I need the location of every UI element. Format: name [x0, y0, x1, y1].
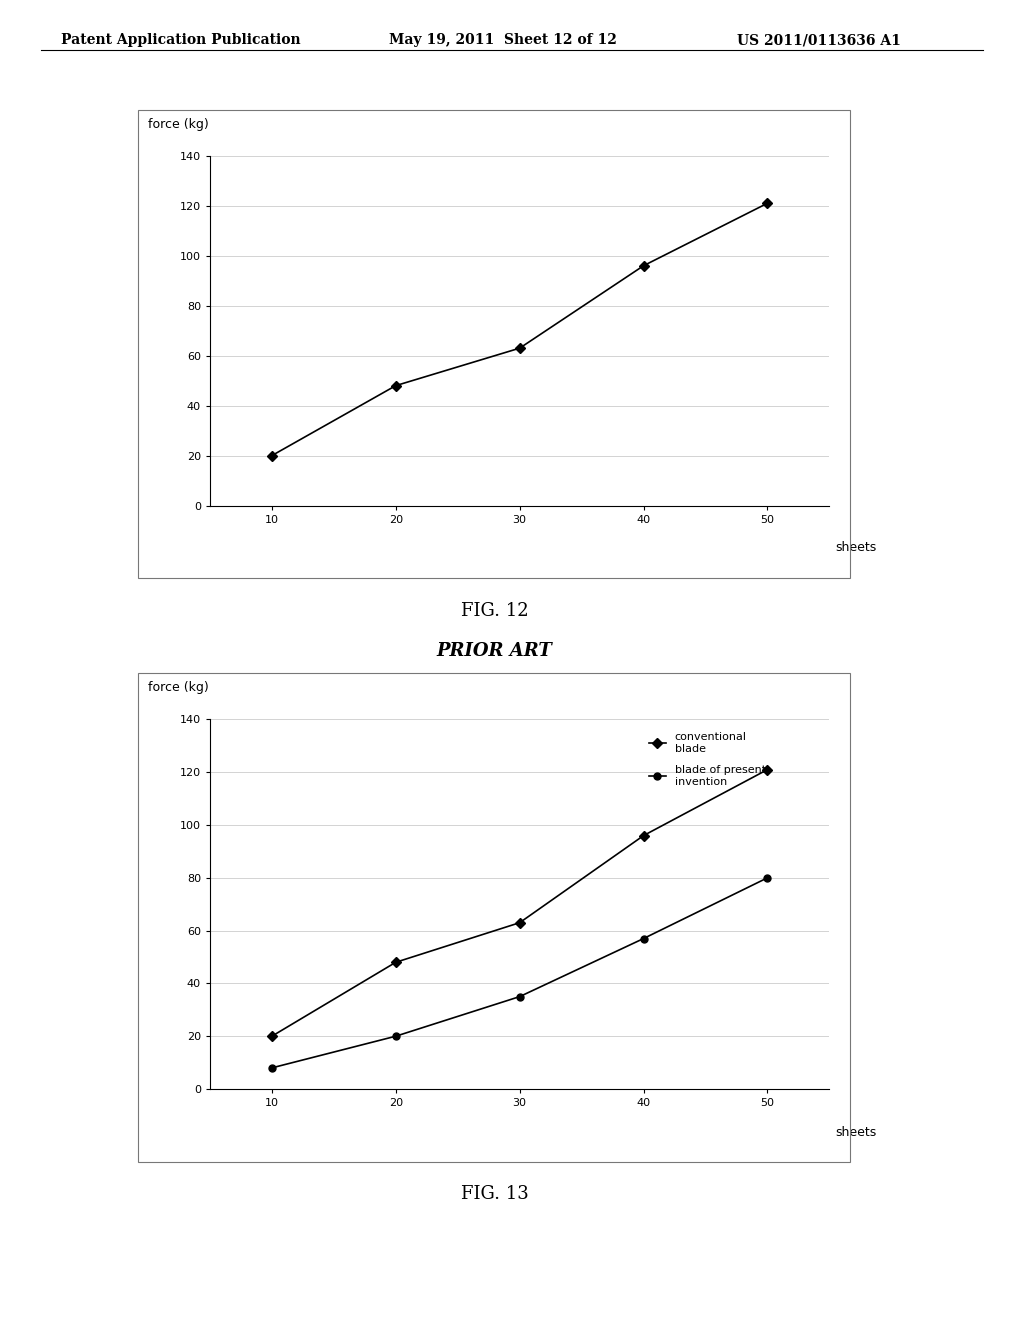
Text: sheets: sheets: [836, 540, 877, 553]
Text: FIG. 12: FIG. 12: [461, 602, 528, 620]
conventional
blade: [389, 954, 401, 970]
Text: PRIOR ART: PRIOR ART: [436, 642, 553, 660]
blade of present
invention: [762, 870, 774, 886]
conventional
blade: [266, 1028, 279, 1044]
conventional
blade: [762, 762, 774, 777]
Text: Patent Application Publication: Patent Application Publication: [61, 33, 301, 48]
Line: blade of present
invention: blade of present invention: [268, 874, 771, 1072]
Text: US 2011/0113636 A1: US 2011/0113636 A1: [737, 33, 901, 48]
blade of present
invention: [514, 989, 526, 1005]
Text: FIG. 13: FIG. 13: [461, 1185, 528, 1204]
conventional
blade: [514, 915, 526, 931]
Text: May 19, 2011  Sheet 12 of 12: May 19, 2011 Sheet 12 of 12: [389, 33, 617, 48]
blade of present
invention: [637, 931, 650, 946]
blade of present
invention: [389, 1028, 401, 1044]
Line: conventional
blade: conventional blade: [268, 766, 771, 1040]
blade of present
invention: [266, 1060, 279, 1076]
Text: sheets: sheets: [836, 1126, 877, 1139]
Legend: conventional
blade, blade of present
invention: conventional blade, blade of present inv…: [649, 733, 766, 787]
Text: force (kg): force (kg): [148, 119, 209, 131]
conventional
blade: [637, 828, 650, 843]
Text: force (kg): force (kg): [148, 681, 209, 693]
